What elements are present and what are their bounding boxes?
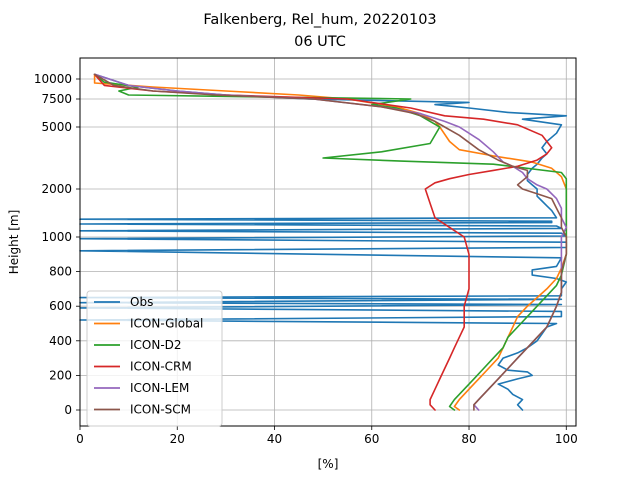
series-line-icon-d2 [93, 73, 568, 411]
legend-entry: ICON-LEM [130, 381, 189, 395]
y-tick-label: 1000 [41, 230, 72, 244]
chart-subtitle: 06 UTC [294, 34, 346, 50]
y-tick-label: 10000 [34, 72, 72, 86]
ticks: 0 20 40 60 80 1000200400600800100020005000750… [34, 72, 578, 446]
y-tick-label: 0 [64, 403, 72, 417]
legend-entry: ICON-D2 [130, 338, 182, 352]
chart-title: Falkenberg, Rel_hum, 20220103 [203, 12, 436, 28]
y-tick-label: 600 [49, 299, 72, 313]
x-tick-label: 60 [364, 432, 379, 446]
plot-frame [79, 57, 577, 427]
x-tick-label: 20 [170, 432, 185, 446]
x-tick-label: 80 [461, 432, 476, 446]
legend-entry: Obs [130, 295, 153, 309]
y-tick-label: 400 [49, 334, 72, 348]
x-tick-label: 40 [267, 432, 282, 446]
legend: Obs ICON-Global ICON-D2 ICON-CRM ICON-LEM ICO… [86, 290, 223, 427]
y-tick-label: 5000 [41, 120, 72, 134]
legend-entry: ICON-CRM [130, 360, 192, 374]
y-tick-label: 7500 [41, 92, 72, 106]
series-line-icon-crm [93, 73, 553, 411]
x-tick-label: 100 [555, 432, 578, 446]
y-tick-label: 200 [49, 368, 72, 382]
series-lines [79, 73, 568, 411]
legend-entry: ICON-Global [130, 317, 203, 331]
series-line-icon-scm [93, 73, 568, 411]
x-tick-label: 0 [76, 432, 84, 446]
y-tick-label: 2000 [41, 182, 72, 196]
legend-entry: ICON-SCM [130, 403, 191, 417]
legend-box [86, 290, 223, 427]
y-tick-label: 800 [49, 265, 72, 279]
x-axis-label: [%] [318, 457, 339, 471]
y-axis-label: Height [m] [7, 210, 21, 275]
